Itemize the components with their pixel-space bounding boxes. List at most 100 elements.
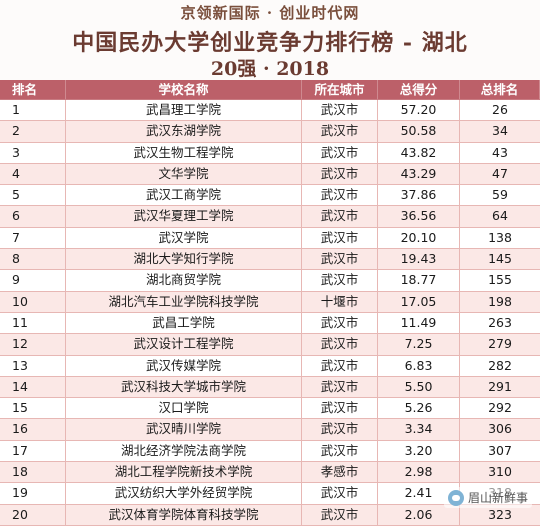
cell-overall-rank: 34 xyxy=(492,123,508,139)
poster-header: 京领新国际 · 创业时代网 中国民办大学创业竞争力排行榜 - 湖北 20强 · … xyxy=(0,0,540,80)
cell-city: 武汉市 xyxy=(302,270,378,291)
cell-school-name: 武汉华夏理工学院 xyxy=(66,206,302,227)
cell-city: 武汉市 xyxy=(302,227,378,249)
cell-overall-rank: 292 xyxy=(488,400,512,416)
cell-overall-rank: 306 xyxy=(488,421,512,437)
cell-school-name: 武汉纺织大学外经贸学院 xyxy=(66,483,302,504)
cell-school-name: 湖北大学知行学院 xyxy=(66,249,302,270)
cell-school-name: 武汉生物工程学院 xyxy=(66,142,302,163)
table-row: 2 武汉东湖学院 武汉市 50.58 34 xyxy=(0,121,540,143)
cell-total-score: 18.77 xyxy=(378,270,460,291)
cell-total-score: 17.05 xyxy=(378,291,460,312)
cell-city: 武汉市 xyxy=(302,142,378,163)
cell-overall-rank: 155 xyxy=(488,272,512,288)
cell-rank: 12 xyxy=(0,334,66,355)
table-row: 6 武汉华夏理工学院 武汉市 36.56 64 xyxy=(0,206,540,228)
cell-rank: 7 xyxy=(0,227,66,249)
cell-total-score: 57.20 xyxy=(378,100,460,121)
cell-city: 武汉市 xyxy=(302,483,378,504)
cell-overall-rank: 198 xyxy=(488,293,512,309)
cell-school-name: 武汉体育学院体育科技学院 xyxy=(66,504,302,525)
cell-school-name: 湖北汽车工业学院科技学院 xyxy=(66,291,302,312)
cell-rank: 3 xyxy=(0,142,66,163)
col-header-city: 所在城市 xyxy=(302,80,378,99)
cell-overall-rank: 138 xyxy=(488,229,512,245)
cell-school-name: 汉口学院 xyxy=(66,398,302,419)
cell-school-name: 武汉设计工程学院 xyxy=(66,334,302,355)
cell-rank: 11 xyxy=(0,312,66,334)
cell-rank: 15 xyxy=(0,398,66,419)
cell-rank: 8 xyxy=(0,249,66,270)
cell-total-score: 7.25 xyxy=(378,334,460,355)
wechat-icon xyxy=(447,489,464,506)
table-row: 7 武汉学院 武汉市 20.10 138 xyxy=(0,227,540,250)
cell-school-name: 武昌理工学院 xyxy=(66,100,302,121)
cell-rank: 17 xyxy=(0,440,66,462)
cell-rank: 14 xyxy=(0,376,66,398)
cell-rank: 9 xyxy=(0,270,66,291)
cell-rank: 4 xyxy=(0,163,66,185)
cell-rank: 2 xyxy=(0,121,66,142)
table-row: 18 湖北工程学院新技术学院 孝感市 2.98 310 xyxy=(0,462,540,484)
watermark-text: 眉山新鲜事 xyxy=(467,491,528,505)
cell-total-score: 19.43 xyxy=(378,249,460,270)
cell-city: 十堰市 xyxy=(302,291,378,312)
cell-rank: 20 xyxy=(0,504,66,525)
cell-rank: 1 xyxy=(0,100,66,121)
cell-overall-rank: 26 xyxy=(492,102,508,117)
cell-rank: 18 xyxy=(0,462,66,483)
table-row: 8 湖北大学知行学院 武汉市 19.43 145 xyxy=(0,249,540,271)
cell-city: 武汉市 xyxy=(302,249,378,270)
cell-school-name: 武汉科技大学城市学院 xyxy=(66,376,302,398)
cell-total-score: 43.82 xyxy=(378,142,460,163)
cell-city: 武汉市 xyxy=(302,334,378,355)
table-body: 1 武昌理工学院 武汉市 57.20 26 2 武汉东湖学院 武汉市 50.58 34 3 武汉生物工… xyxy=(0,100,540,526)
cell-total-score: 36.56 xyxy=(378,206,460,227)
cell-total-score: 3.20 xyxy=(378,440,460,462)
cell-total-score: 2.98 xyxy=(378,462,460,483)
col-header-school: 学校名称 xyxy=(66,80,302,99)
table-row: 5 武汉工商学院 武汉市 37.86 59 xyxy=(0,185,540,207)
ranking-table: 排名 学校名称 所在城市 总得分 总排名 1 武昌理工学院 武汉市 57.20 26 2 武… xyxy=(0,80,540,526)
table-header-row: 排名 学校名称 所在城市 总得分 总排名 xyxy=(0,80,540,100)
cell-overall-rank: 47 xyxy=(492,165,508,181)
cell-total-score: 5.26 xyxy=(378,398,460,419)
cell-school-name: 湖北商贸学院 xyxy=(66,270,302,291)
cell-city: 武汉市 xyxy=(302,312,378,334)
table-row: 3 武汉生物工程学院 武汉市 43.82 43 xyxy=(0,142,540,164)
cell-total-score: 20.10 xyxy=(378,227,460,249)
table-row: 1 武昌理工学院 武汉市 57.20 26 xyxy=(0,100,540,122)
cell-city: 武汉市 xyxy=(302,398,378,419)
cell-rank: 13 xyxy=(0,355,66,376)
cell-city: 武汉市 xyxy=(302,355,378,376)
watermark: 眉山新鲜事 xyxy=(443,487,532,508)
cell-school-name: 文华学院 xyxy=(66,163,302,185)
col-header-rank: 排名 xyxy=(0,80,66,99)
cell-total-score: 11.49 xyxy=(378,312,460,334)
cell-city: 孝感市 xyxy=(302,462,378,483)
cell-city: 武汉市 xyxy=(302,206,378,227)
cell-city: 武汉市 xyxy=(302,440,378,462)
table-row: 12 武汉设计工程学院 武汉市 7.25 279 xyxy=(0,334,540,356)
cell-city: 武汉市 xyxy=(302,376,378,398)
table-row: 9 湖北商贸学院 武汉市 18.77 155 xyxy=(0,270,540,292)
cell-school-name: 武汉晴川学院 xyxy=(66,419,302,440)
cell-school-name: 武汉学院 xyxy=(66,227,302,249)
cell-rank: 6 xyxy=(0,206,66,227)
cell-overall-rank: 43 xyxy=(492,144,508,160)
cell-total-score: 50.58 xyxy=(378,121,460,142)
cell-school-name: 武汉传媒学院 xyxy=(66,355,302,376)
header-subtitle: 京领新国际 · 创业时代网 xyxy=(180,4,360,22)
col-header-overall: 总排名 xyxy=(460,80,540,99)
table-row: 14 武汉科技大学城市学院 武汉市 5.50 291 xyxy=(0,376,540,399)
cell-city: 武汉市 xyxy=(302,100,378,121)
cell-school-name: 武汉东湖学院 xyxy=(66,121,302,142)
cell-total-score: 37.86 xyxy=(378,185,460,206)
cell-rank: 5 xyxy=(0,185,66,206)
year-line: 20强 · 2018 xyxy=(210,58,330,80)
cell-school-name: 武汉工商学院 xyxy=(66,185,302,206)
cell-city: 武汉市 xyxy=(302,504,378,525)
col-header-score: 总得分 xyxy=(378,80,460,99)
cell-overall-rank: 145 xyxy=(488,251,512,267)
cell-rank: 10 xyxy=(0,291,66,312)
